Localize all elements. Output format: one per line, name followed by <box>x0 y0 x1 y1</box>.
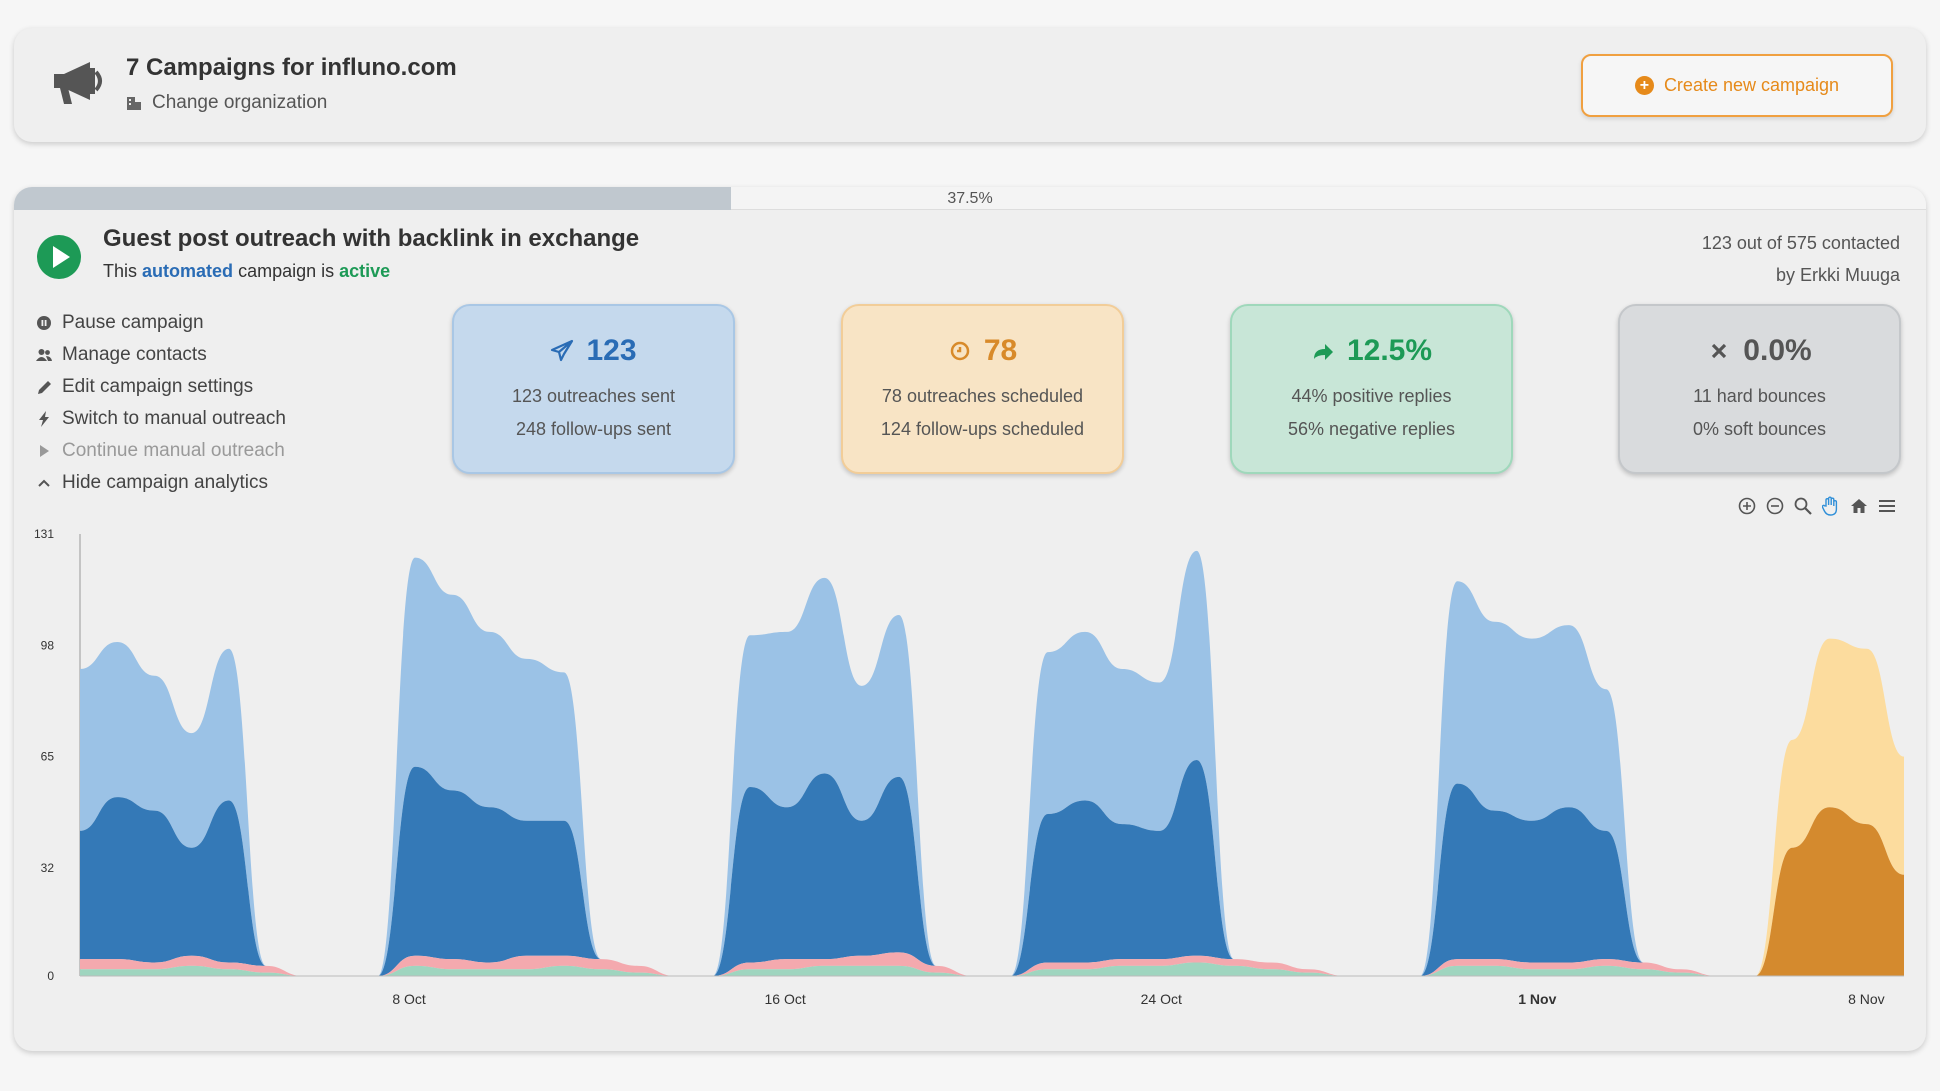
y-tick-label: 0 <box>47 969 54 983</box>
home-reset-icon[interactable] <box>1848 495 1870 517</box>
hide-analytics-action[interactable]: Hide campaign analytics <box>36 467 286 499</box>
campaign-actions: Pause campaign Manage contacts Edit camp… <box>36 307 286 499</box>
area-series-2 <box>80 760 1904 976</box>
stat-card-bounces: 0.0% 11 hard bounces 0% soft bounces <box>1618 304 1901 474</box>
action-label: Manage contacts <box>62 344 207 365</box>
play-small-icon <box>36 443 52 459</box>
x-tick-label: 8 Oct <box>392 991 426 1007</box>
pan-hand-icon[interactable] <box>1820 495 1842 517</box>
page-title: 7 Campaigns for influno.com <box>126 54 457 81</box>
status-mid: campaign is <box>238 261 335 281</box>
campaign-analytics-chart: 0 32 65 98 131 8 Oct 16 Oct 24 Oct 1 Nov 8 Nov <box>34 527 1904 1007</box>
zoom-in-icon[interactable] <box>1736 495 1758 517</box>
stat-line: 123 outreaches sent <box>511 386 676 406</box>
action-label: Edit campaign settings <box>62 376 254 397</box>
area-series-3 <box>80 550 1904 976</box>
pencil-icon <box>36 379 52 395</box>
create-campaign-button[interactable]: + Create new campaign <box>1581 54 1893 117</box>
chart-toolbar <box>1736 495 1898 517</box>
menu-icon[interactable] <box>1876 495 1898 517</box>
stat-line: 56% negative replies <box>1287 419 1456 439</box>
stat-line: 0% soft bounces <box>1692 419 1827 439</box>
stat-line: 124 follow-ups scheduled <box>880 419 1085 439</box>
clock-icon <box>950 341 970 361</box>
plus-circle-icon: + <box>1634 76 1654 95</box>
chevron-up-icon <box>36 475 52 491</box>
switch-manual-outreach-action[interactable]: Switch to manual outreach <box>36 403 286 435</box>
continue-manual-outreach-action[interactable]: Continue manual outreach <box>36 435 286 467</box>
action-label: Pause campaign <box>62 312 204 333</box>
megaphone-icon <box>54 62 102 104</box>
manage-contacts-action[interactable]: Manage contacts <box>36 339 286 371</box>
contacted-count: 123 out of 575 contacted <box>1701 233 1900 253</box>
campaign-title: Guest post outreach with backlink in exc… <box>103 225 640 252</box>
stat-line: 11 hard bounces <box>1693 386 1826 406</box>
stat-card-sent: 123 123 outreaches sent 248 follow-ups s… <box>452 304 735 474</box>
action-label: Switch to manual outreach <box>62 408 286 429</box>
campaign-owner: by Erkki Muuga <box>1775 265 1900 285</box>
pause-campaign-action[interactable]: Pause campaign <box>36 307 286 339</box>
campaign-status: active <box>339 261 391 281</box>
campaign-progress-bar: 37.5% <box>14 187 1926 210</box>
campaign-card: 37.5% Guest post outreach with backlink … <box>14 187 1926 1051</box>
x-tick-label: 16 Oct <box>765 991 806 1007</box>
x-tick-label: 1 Nov <box>1518 991 1556 1007</box>
progress-label: 37.5% <box>947 190 993 207</box>
campaigns-header: 7 Campaigns for influno.com Change organ… <box>14 28 1926 142</box>
reply-arrow-icon <box>1313 344 1333 360</box>
play-circle-icon[interactable] <box>36 234 82 280</box>
change-organization-label: Change organization <box>152 92 328 113</box>
stat-value: 0.0% <box>1743 334 1812 367</box>
stat-line: 44% positive replies <box>1291 386 1452 406</box>
stat-value: 123 <box>586 334 637 367</box>
x-tick-label: 8 Nov <box>1848 991 1885 1007</box>
stat-value: 12.5% <box>1346 334 1433 367</box>
campaign-status-text: This automated campaign is active <box>103 261 390 282</box>
action-label: Continue manual outreach <box>62 440 285 461</box>
status-prefix: This <box>103 261 138 281</box>
action-label: Hide campaign analytics <box>62 472 268 493</box>
pause-icon <box>36 315 52 331</box>
x-tick-label: 24 Oct <box>1141 991 1182 1007</box>
change-organization-link[interactable]: Change organization <box>126 92 327 114</box>
campaign-meta: 123 out of 575 contacted by Erkki Muuga <box>1702 227 1900 291</box>
stat-card-replies: 12.5% 44% positive replies 56% negative … <box>1230 304 1513 474</box>
users-icon <box>36 347 52 363</box>
progress-fill <box>14 187 731 210</box>
create-campaign-label: Create new campaign <box>1663 75 1840 95</box>
x-icon <box>1712 343 1727 359</box>
area-series-0 <box>80 962 1904 976</box>
building-icon <box>127 97 141 110</box>
paper-plane-icon <box>551 339 574 362</box>
y-tick-label: 32 <box>41 861 55 875</box>
stat-card-scheduled: 78 78 outreaches scheduled 124 follow-up… <box>841 304 1124 474</box>
campaign-mode: automated <box>142 261 234 281</box>
edit-campaign-settings-action[interactable]: Edit campaign settings <box>36 371 286 403</box>
stat-line: 78 outreaches scheduled <box>881 386 1084 406</box>
zoom-out-icon[interactable] <box>1764 495 1786 517</box>
bolt-icon <box>36 411 52 427</box>
stat-line: 248 follow-ups sent <box>515 419 672 439</box>
y-tick-label: 98 <box>41 638 55 652</box>
y-tick-label: 131 <box>34 527 54 541</box>
y-tick-label: 65 <box>41 750 55 764</box>
zoom-select-icon[interactable] <box>1792 495 1814 517</box>
stat-value: 78 <box>983 334 1018 367</box>
area-series-1 <box>80 952 1904 976</box>
